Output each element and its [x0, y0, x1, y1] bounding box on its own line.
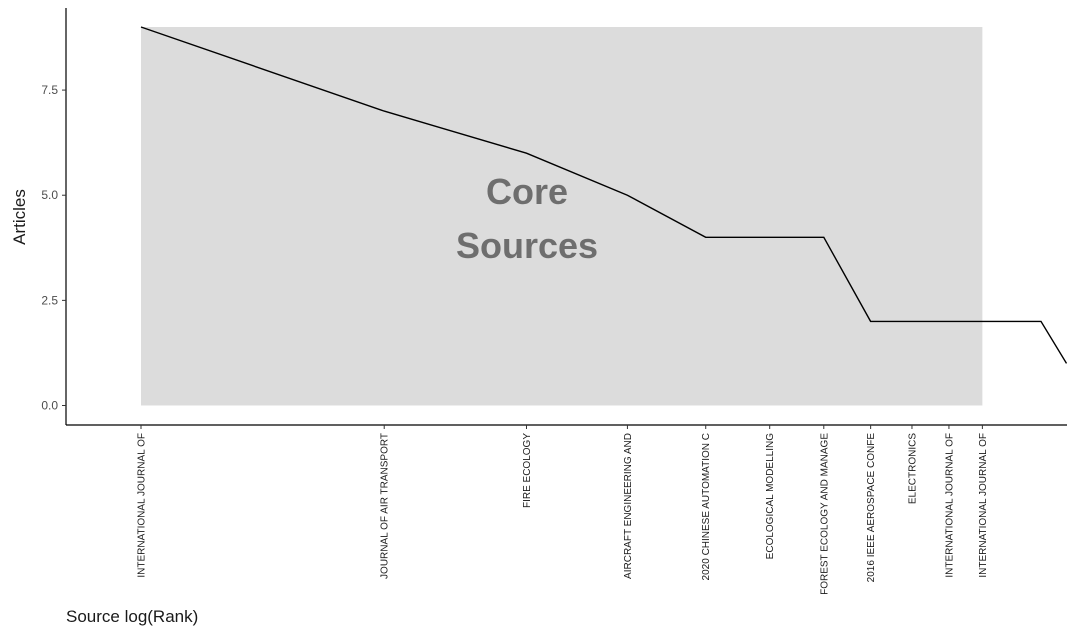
x-tick-label: FOREST ECOLOGY AND MANAGE [819, 433, 830, 595]
core-sources-label-line: Sources [456, 225, 598, 266]
x-tick-label: AIRCRAFT ENGINEERING AND [623, 433, 634, 579]
y-tick-label: 0.0 [41, 399, 58, 413]
core-sources-annotation: Core Sources [456, 171, 598, 266]
x-tick-label: ELECTRONICS [908, 433, 919, 504]
x-tick-label: INTERNATIONAL JOURNAL OF [137, 433, 148, 578]
x-tick-label: FIRE ECOLOGY [522, 433, 533, 508]
x-tick-label: INTERNATIONAL JOURNAL OF [978, 433, 989, 578]
y-tick-label: 7.5 [41, 83, 58, 97]
y-tick-label: 5.0 [41, 188, 58, 202]
y-tick-label: 2.5 [41, 293, 58, 307]
x-tick-label: 2020 CHINESE AUTOMATION C [701, 433, 712, 580]
x-tick-label: 2016 IEEE AEROSPACE CONFE [866, 433, 877, 583]
x-tick-label: ECOLOGICAL MODELLING [765, 433, 776, 560]
y-axis-title: Articles [10, 189, 29, 245]
series-line [140, 26, 1067, 364]
core-sources-label-line: Core [486, 171, 568, 212]
x-tick-label: JOURNAL OF AIR TRANSPORT [380, 433, 391, 579]
core-sources-region [141, 27, 983, 406]
x-axis-ticks: INTERNATIONAL JOURNAL OF JOURNAL OF AIR T… [137, 425, 989, 595]
y-axis-ticks: 0.0 2.5 5.0 7.5 [41, 83, 66, 413]
x-tick-label: INTERNATIONAL JOURNAL OF [944, 433, 955, 578]
x-axis-title: Source log(Rank) [66, 607, 198, 626]
